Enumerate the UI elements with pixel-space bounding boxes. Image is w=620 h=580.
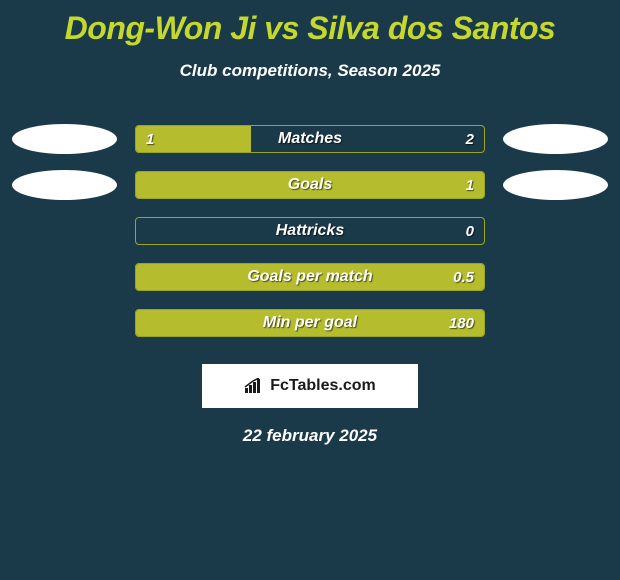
comparison-row: 0.5Goals per match: [0, 254, 620, 300]
player1-name: Dong-Won Ji: [65, 10, 256, 46]
vs-separator: vs: [264, 10, 299, 46]
footer-date: 22 february 2025: [0, 426, 620, 446]
marker-spacer: [503, 308, 608, 338]
comparison-row: 1Goals: [0, 162, 620, 208]
comparison-row: 0Hattricks: [0, 208, 620, 254]
marker-spacer: [12, 216, 117, 246]
player1-marker: [12, 124, 117, 154]
stat-bar: 12Matches: [135, 125, 485, 153]
player2-marker: [503, 124, 608, 154]
source-badge[interactable]: FcTables.com: [202, 364, 418, 408]
stat-bar: 180Min per goal: [135, 309, 485, 337]
comparison-chart: 12Matches 1Goals 0Hattricks 0.5Goals per ma…: [0, 116, 620, 346]
stat-label: Matches: [136, 126, 484, 152]
stat-label: Goals: [136, 172, 484, 198]
comparison-title: Dong-Won Ji vs Silva dos Santos: [0, 0, 620, 47]
marker-spacer: [503, 262, 608, 292]
subtitle: Club competitions, Season 2025: [0, 61, 620, 81]
stat-label: Hattricks: [136, 218, 484, 244]
stat-bar: 0Hattricks: [135, 217, 485, 245]
bar-chart-icon: [244, 378, 264, 394]
stat-bar: 1Goals: [135, 171, 485, 199]
comparison-row: 12Matches: [0, 116, 620, 162]
comparison-row: 180Min per goal: [0, 300, 620, 346]
source-badge-text: FcTables.com: [270, 377, 376, 395]
stat-label: Min per goal: [136, 310, 484, 336]
player2-marker: [503, 170, 608, 200]
marker-spacer: [12, 308, 117, 338]
player2-name: Silva dos Santos: [307, 10, 555, 46]
player1-marker: [12, 170, 117, 200]
marker-spacer: [503, 216, 608, 246]
marker-spacer: [12, 262, 117, 292]
stat-label: Goals per match: [136, 264, 484, 290]
stat-bar: 0.5Goals per match: [135, 263, 485, 291]
